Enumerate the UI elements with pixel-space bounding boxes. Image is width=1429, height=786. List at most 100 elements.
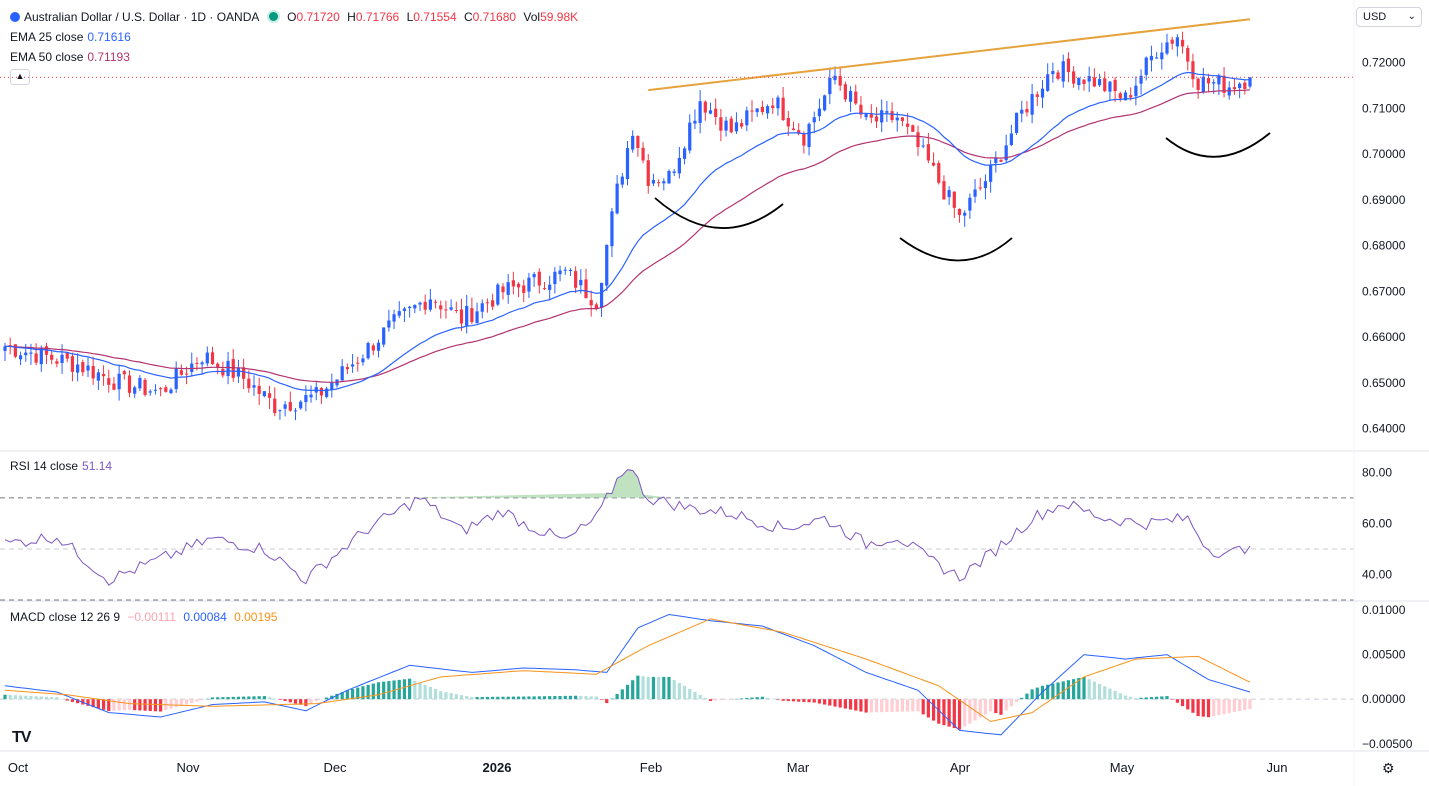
candle-body bbox=[828, 77, 832, 95]
price-tick-label: 0.67000 bbox=[1362, 284, 1406, 298]
candle-body bbox=[376, 342, 381, 351]
candle bbox=[1025, 101, 1029, 117]
candle-body bbox=[408, 306, 412, 309]
candle bbox=[86, 357, 90, 377]
candle-body bbox=[24, 352, 28, 356]
ema25-legend[interactable]: EMA 25 close 0.71616 bbox=[10, 30, 135, 44]
candle bbox=[335, 379, 339, 388]
macd-hist-bar bbox=[304, 699, 308, 707]
macd-hist-bar bbox=[828, 699, 832, 706]
rsi-legend[interactable]: RSI 14 close 51.14 bbox=[10, 459, 116, 473]
macd-hist-bar bbox=[55, 697, 59, 700]
macd-hist-bar bbox=[60, 698, 64, 700]
macd-hist-bar bbox=[127, 699, 132, 710]
candle-body bbox=[242, 367, 246, 379]
candle-body bbox=[413, 305, 417, 309]
macd-hist-bar bbox=[874, 699, 879, 713]
candle-body bbox=[1004, 145, 1008, 161]
macd-hist-bar bbox=[1232, 699, 1237, 713]
left-shoulder-arc[interactable] bbox=[654, 197, 784, 229]
candle-body bbox=[548, 284, 552, 290]
resistance-trendline[interactable] bbox=[648, 18, 1251, 92]
candle bbox=[708, 102, 713, 115]
candle bbox=[164, 385, 168, 393]
candle bbox=[574, 266, 578, 294]
candle-body bbox=[304, 395, 308, 403]
candle-body bbox=[708, 110, 713, 114]
rsi-pane[interactable] bbox=[0, 469, 1354, 601]
candle bbox=[148, 389, 152, 396]
candle-body bbox=[1118, 93, 1122, 99]
gear-icon[interactable]: ⚙ bbox=[1382, 760, 1395, 776]
candle bbox=[278, 409, 282, 420]
tradingview-logo[interactable]: TV bbox=[12, 729, 31, 746]
candle bbox=[179, 364, 183, 376]
macd-hist-bar bbox=[843, 699, 847, 709]
candle-body bbox=[926, 144, 930, 161]
candle-body bbox=[485, 302, 490, 304]
candle-body bbox=[480, 303, 484, 312]
candle-body bbox=[96, 372, 100, 381]
candle-body bbox=[1082, 79, 1086, 85]
macd-hist-bar bbox=[568, 695, 573, 700]
chevron-up-icon[interactable]: ▲ bbox=[10, 69, 30, 85]
candle bbox=[169, 387, 173, 395]
macd-hist-bar bbox=[159, 699, 163, 712]
macd-hist-bar bbox=[1051, 683, 1055, 700]
candle-body bbox=[148, 391, 152, 393]
candle bbox=[781, 86, 785, 122]
head-arc[interactable] bbox=[899, 237, 1013, 262]
macd-hist-bar bbox=[631, 680, 635, 700]
candle-body bbox=[869, 114, 873, 118]
candle bbox=[1217, 73, 1221, 96]
candle-body bbox=[475, 311, 479, 324]
symbol-title[interactable]: Australian Dollar / U.S. Dollar · 1D · O… bbox=[24, 10, 260, 24]
candle-body bbox=[288, 402, 292, 411]
candle-body bbox=[8, 345, 12, 347]
candle-body bbox=[392, 314, 396, 322]
candle bbox=[428, 288, 432, 312]
candle-body bbox=[454, 310, 458, 312]
macd-hist-bar bbox=[433, 689, 438, 700]
macd-legend[interactable]: MACD close 12 26 9 −0.00111 0.00084 0.00… bbox=[10, 610, 281, 624]
candle bbox=[729, 115, 733, 134]
candle-body bbox=[641, 147, 645, 161]
macd-hist-bar bbox=[216, 697, 220, 700]
macd-hist-bar bbox=[812, 699, 816, 703]
candle-body bbox=[470, 308, 474, 323]
macd-hist-bar bbox=[356, 687, 360, 700]
candle bbox=[1092, 68, 1096, 88]
candle bbox=[1196, 77, 1200, 99]
candle-body bbox=[890, 111, 894, 121]
price-tick-label: 0.69000 bbox=[1362, 193, 1406, 207]
candle-body bbox=[511, 280, 515, 287]
candle-body bbox=[1212, 82, 1216, 84]
right-shoulder-arc[interactable] bbox=[1165, 132, 1271, 158]
macd-hist-bar bbox=[890, 699, 894, 712]
ema50-line bbox=[5, 89, 1251, 383]
candle bbox=[548, 275, 552, 301]
candle bbox=[242, 358, 246, 390]
candle bbox=[1155, 52, 1159, 59]
macd-hist-bar bbox=[350, 688, 355, 700]
macd-hist-bar bbox=[781, 699, 785, 701]
currency-select[interactable]: USD ⌄ bbox=[1356, 7, 1422, 27]
candle-body bbox=[39, 347, 43, 365]
candle-body bbox=[278, 410, 282, 412]
candle bbox=[1165, 33, 1169, 56]
candle-body bbox=[1061, 61, 1065, 82]
macd-hist-bar bbox=[1248, 699, 1252, 709]
ema50-legend[interactable]: EMA 50 close 0.71193 bbox=[10, 50, 134, 64]
vol-value: 59.98K bbox=[540, 10, 579, 24]
candle-body bbox=[423, 301, 427, 310]
macd-hist-bar bbox=[838, 699, 842, 708]
candle bbox=[698, 90, 702, 134]
candle-body bbox=[931, 162, 936, 166]
macd-hist-bar bbox=[8, 694, 12, 700]
candle-body bbox=[823, 95, 827, 111]
candle bbox=[848, 86, 853, 112]
macd-pane[interactable] bbox=[0, 613, 1354, 736]
candle bbox=[657, 179, 661, 187]
price-pane[interactable] bbox=[0, 18, 1354, 421]
